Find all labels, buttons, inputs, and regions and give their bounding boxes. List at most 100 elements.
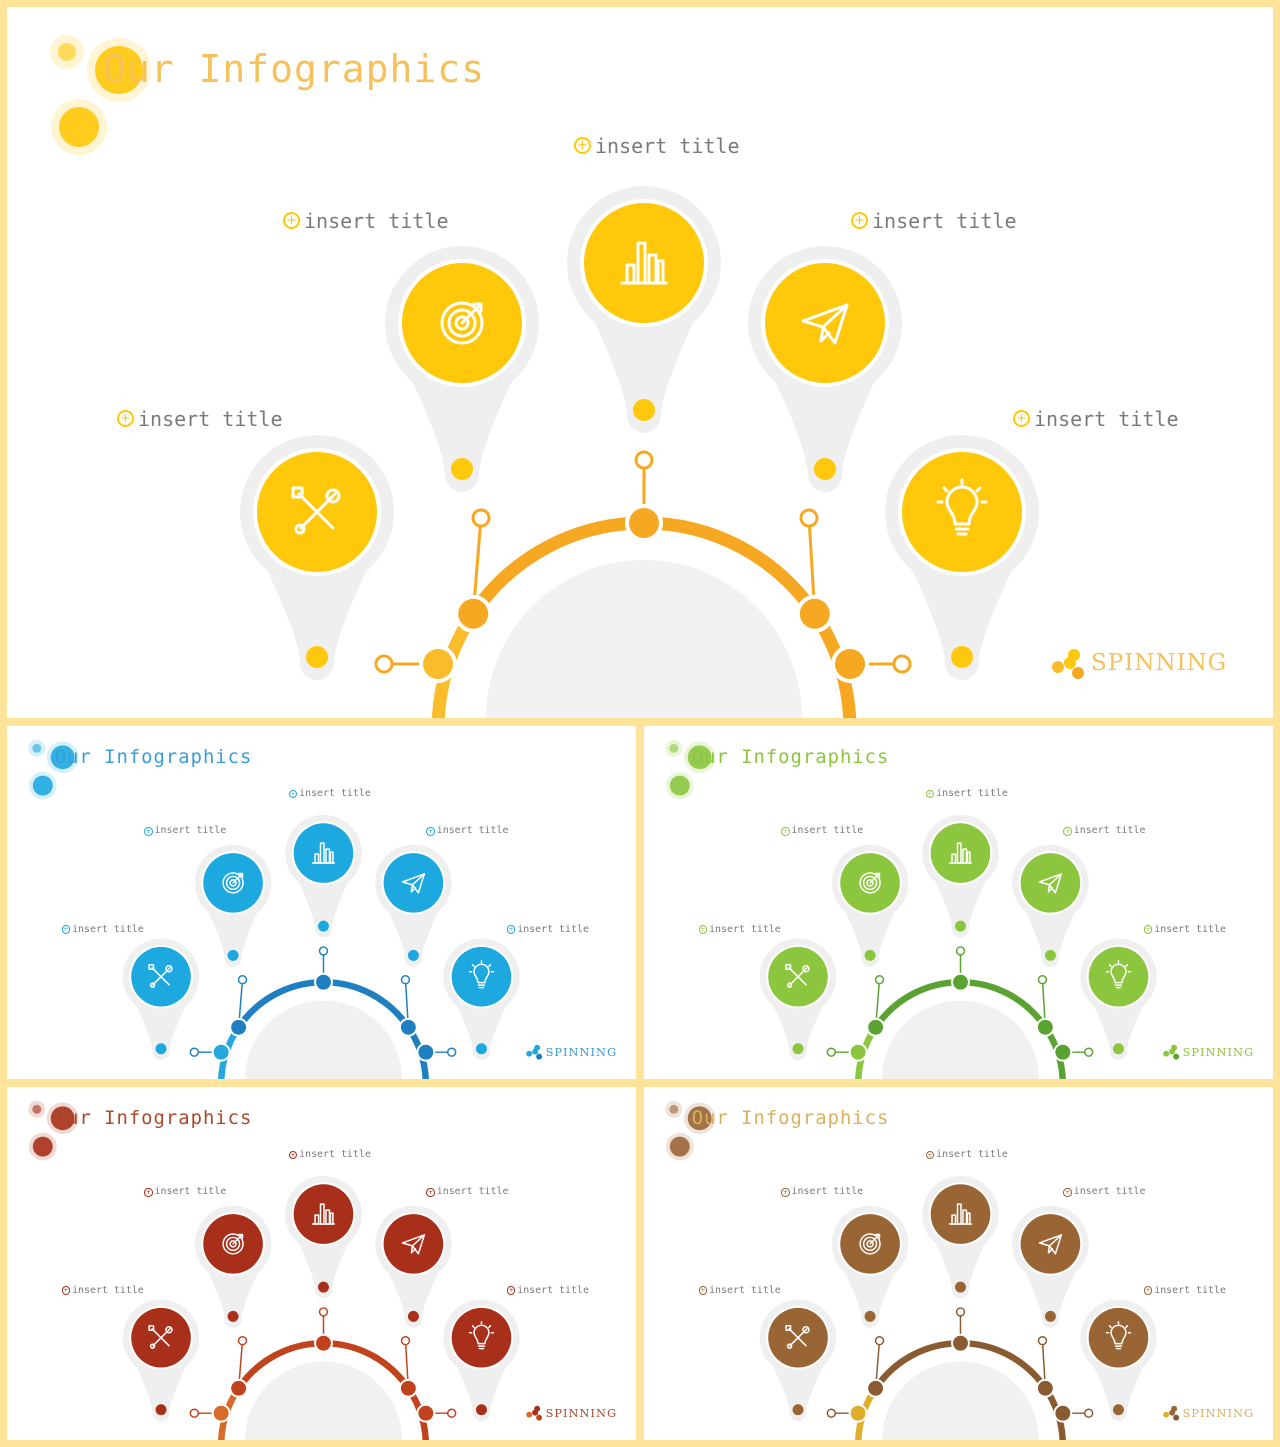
plus-circle-icon: + — [925, 1150, 935, 1160]
plus-circle-icon: + — [925, 789, 935, 799]
arc-node-5 — [1053, 1042, 1094, 1062]
pin-1 — [759, 938, 837, 1061]
pin-5 — [885, 434, 1039, 680]
plus-circle-icon: + — [1013, 410, 1030, 427]
item-title-1: + insert title — [117, 407, 283, 429]
item-title-2: + insert title — [781, 1187, 863, 1198]
pin-3 — [567, 185, 722, 433]
item-title-2: + insert title — [144, 826, 226, 837]
paper-plane-icon — [401, 873, 426, 894]
arc-node-3 — [951, 1307, 970, 1353]
brand-name: SPINNING — [1182, 1406, 1255, 1421]
pin-1 — [122, 1299, 200, 1422]
infographic-canvas — [665, 739, 1180, 1079]
item-title-3: + insert title — [925, 1149, 1008, 1161]
slide-brown: Our Infographics + insert title + insert tit… — [644, 1087, 1273, 1440]
target-icon — [859, 872, 881, 894]
item-title-text: insert title — [791, 825, 864, 837]
slide-red: Our Infographics + insert title + insert tit… — [7, 1087, 636, 1440]
item-title-text: insert title — [436, 1186, 509, 1198]
plus-circle-icon: + — [426, 827, 435, 836]
plus-circle-icon: + — [781, 827, 790, 836]
bar-chart-icon — [311, 842, 336, 864]
paper-plane-icon — [1038, 873, 1063, 894]
plus-circle-icon: + — [781, 1188, 790, 1197]
item-title-text: insert title — [709, 923, 781, 935]
pin-3 — [922, 814, 999, 938]
item-title-4: + insert title — [426, 1187, 508, 1198]
center-half-disc — [244, 1361, 402, 1440]
arc-node-1 — [826, 1042, 868, 1062]
arc-node-3 — [951, 946, 970, 992]
target-icon — [222, 1233, 244, 1255]
tools-icon — [148, 1325, 173, 1349]
item-title-1: + insert title — [61, 1284, 144, 1297]
arc-node-4 — [795, 508, 834, 633]
plus-circle-icon: + — [698, 1286, 708, 1295]
item-title-text: insert title — [936, 788, 1008, 800]
paper-plane-icon — [1038, 1234, 1063, 1255]
lightbulb-icon — [468, 960, 495, 989]
item-title-2: + insert title — [144, 1187, 226, 1198]
pin-2 — [194, 1205, 272, 1328]
item-title-text: insert title — [72, 923, 144, 935]
arc-node-4 — [1035, 974, 1055, 1037]
arc-node-5 — [416, 1403, 457, 1423]
item-title-3: + insert title — [288, 1150, 371, 1161]
pin-4 — [1012, 1205, 1089, 1328]
item-title-text: insert title — [936, 1149, 1008, 1161]
pin-3 — [285, 1175, 362, 1299]
item-title-text: insert title — [138, 406, 283, 431]
item-title-4: + insert title — [1063, 1187, 1145, 1198]
item-title-5: + insert title — [1143, 1285, 1226, 1297]
tools-icon — [785, 964, 810, 988]
item-title-5: + insert title — [506, 1285, 589, 1297]
plus-circle-icon: + — [574, 137, 591, 154]
pin-1 — [122, 938, 200, 1061]
plus-circle-icon: + — [61, 925, 71, 934]
item-title-text: insert title — [436, 825, 509, 837]
pin-2 — [831, 844, 909, 967]
arc-node-2 — [229, 974, 249, 1037]
pin-3 — [285, 814, 362, 938]
pin-1 — [759, 1299, 837, 1422]
item-title-2: + insert title — [781, 826, 863, 837]
arc-node-1 — [374, 645, 457, 683]
item-title-3: + insert title — [574, 134, 740, 156]
item-title-text: insert title — [1154, 923, 1226, 935]
bar-chart-icon — [311, 1203, 336, 1225]
slide-green: Our Infographics + insert title + insert tit… — [644, 726, 1273, 1079]
center-half-disc — [486, 560, 802, 718]
tools-icon — [785, 1325, 810, 1349]
arc-node-1 — [189, 1403, 231, 1423]
spinner-logo-icon — [1163, 1044, 1180, 1060]
slide-yellow: Our Infographics + insert title + insert tit… — [7, 7, 1273, 718]
plus-circle-icon: + — [1143, 925, 1153, 934]
bar-chart-icon — [620, 241, 668, 285]
center-half-disc — [881, 1361, 1039, 1440]
lightbulb-icon — [1105, 1321, 1132, 1350]
spinner-logo-icon — [526, 1044, 543, 1060]
pin-4 — [748, 245, 902, 492]
item-title-text: insert title — [72, 1284, 144, 1296]
bar-chart-icon — [948, 1203, 973, 1225]
decor-dots — [665, 739, 716, 800]
spinner-logo-icon — [526, 1405, 543, 1421]
plus-circle-icon: + — [288, 1150, 298, 1160]
pin-2 — [194, 844, 272, 967]
tools-icon — [291, 486, 341, 535]
item-title-4: + insert title — [426, 826, 508, 837]
target-icon — [222, 872, 244, 894]
item-title-text: insert title — [872, 208, 1017, 233]
item-title-1: + insert title — [698, 923, 781, 936]
plus-circle-icon: + — [288, 789, 298, 799]
slide-title: Our Infographics — [103, 47, 486, 91]
brand-name: SPINNING — [545, 1406, 618, 1421]
item-title-text: insert title — [517, 923, 589, 935]
pin-3 — [922, 1175, 999, 1299]
arc-node-3 — [314, 1307, 333, 1353]
arc-node-3 — [625, 450, 663, 542]
arc-node-2 — [454, 508, 493, 633]
plus-circle-icon: + — [426, 1188, 435, 1197]
spinner-logo-icon — [1052, 649, 1084, 679]
